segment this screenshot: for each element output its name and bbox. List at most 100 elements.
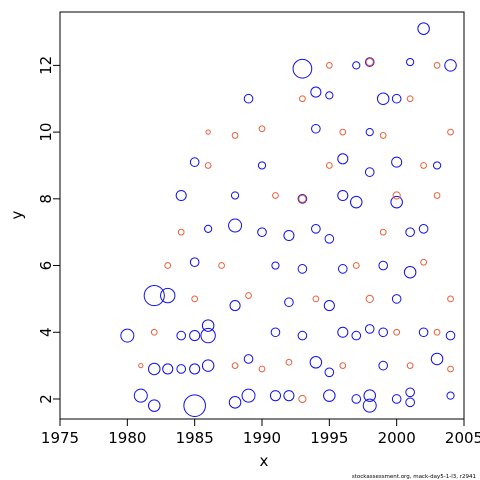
data-point: [446, 391, 455, 400]
data-point: [175, 189, 187, 202]
data-point: [311, 224, 321, 234]
data-point: [445, 330, 456, 341]
data-point: [362, 398, 377, 413]
data-point: [337, 264, 348, 274]
data-point: [177, 228, 185, 236]
data-point: [379, 132, 387, 139]
data-point: [133, 388, 148, 403]
data-point: [312, 295, 320, 303]
data-point: [364, 57, 375, 67]
data-point: [120, 328, 135, 343]
x-axis: 1975 1980 1985 1990 1995 2000 2005: [41, 419, 480, 447]
data-point: [183, 394, 206, 417]
data-point: [403, 265, 417, 279]
data-point: [143, 284, 165, 307]
data-point: [311, 123, 321, 134]
data-point: [298, 194, 307, 203]
data-point: [241, 388, 256, 403]
data-point: [324, 367, 335, 378]
data-point: [376, 92, 390, 105]
data-point: [391, 294, 402, 304]
data-point: [176, 364, 187, 374]
data-point: [433, 192, 441, 199]
data-point: [391, 93, 402, 104]
data-point: [406, 57, 415, 67]
data-point: [447, 295, 454, 303]
data-point: [433, 61, 441, 69]
data-point: [297, 330, 308, 341]
marks-layer: [120, 22, 457, 417]
data-point: [418, 327, 429, 338]
data-point: [393, 328, 401, 336]
data-point: [405, 397, 415, 408]
data-point: [205, 129, 211, 135]
data-point: [433, 328, 441, 336]
data-point: [447, 365, 454, 373]
x-tick-label: 1995: [310, 429, 348, 447]
data-point: [337, 189, 349, 202]
data-point: [201, 359, 215, 372]
data-point: [390, 195, 403, 209]
data-point: [258, 125, 266, 133]
data-point: [378, 260, 389, 271]
data-point: [391, 394, 402, 404]
data-point: [444, 59, 457, 72]
data-point: [378, 327, 389, 338]
data-point: [420, 162, 427, 169]
data-point: [323, 389, 336, 402]
data-point: [189, 157, 200, 167]
data-point: [363, 389, 376, 402]
data-point: [176, 330, 187, 341]
data-point: [365, 127, 374, 137]
data-point: [230, 191, 240, 200]
data-point: [189, 257, 200, 268]
data-point: [323, 300, 335, 312]
data-point: [245, 292, 252, 299]
x-tick-label: 1980: [108, 429, 146, 447]
data-point: [406, 362, 414, 370]
data-point: [299, 95, 306, 103]
data-point: [364, 167, 375, 177]
data-point: [148, 362, 161, 376]
data-point: [378, 360, 389, 371]
data-point: [350, 195, 363, 209]
data-point: [365, 57, 374, 67]
data-point: [325, 162, 333, 169]
data-point: [243, 354, 254, 364]
data-point: [392, 191, 401, 200]
data-point: [447, 128, 454, 136]
data-point: [162, 363, 174, 375]
x-tick-label: 1975: [41, 429, 79, 447]
data-point: [365, 294, 374, 304]
data-point: [257, 161, 267, 170]
data-point: [231, 362, 239, 370]
data-point: [292, 58, 313, 79]
y-tick-label: 6: [37, 261, 55, 271]
y-axis-title: y: [8, 210, 26, 219]
data-point: [258, 365, 266, 373]
x-tick-label: 1990: [243, 429, 281, 447]
data-point: [297, 193, 308, 204]
data-point: [418, 224, 429, 234]
data-point: [417, 22, 430, 35]
data-point: [269, 390, 282, 402]
data-point: [229, 300, 241, 312]
data-point: [218, 262, 225, 269]
data-point: [325, 91, 334, 100]
x-tick-label: 1985: [176, 429, 214, 447]
y-tick-label: 10: [37, 123, 55, 142]
data-point: [405, 387, 415, 398]
data-point: [351, 394, 362, 404]
data-point: [405, 227, 415, 238]
data-point: [160, 287, 176, 304]
data-point: [150, 328, 158, 336]
data-point: [430, 352, 444, 366]
data-point: [270, 327, 281, 338]
data-point: [164, 262, 172, 269]
data-point: [138, 362, 144, 369]
data-point: [337, 153, 349, 165]
x-tick-label: 2000: [378, 429, 416, 447]
data-point: [432, 161, 442, 170]
data-point: [337, 326, 349, 338]
